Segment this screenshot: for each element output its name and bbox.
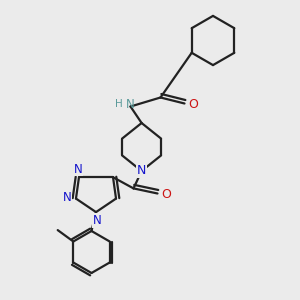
Text: O: O xyxy=(161,188,171,201)
Text: O: O xyxy=(188,98,198,112)
Text: H: H xyxy=(115,99,123,109)
Text: N: N xyxy=(126,98,135,111)
Text: N: N xyxy=(63,190,71,204)
Text: N: N xyxy=(93,214,102,227)
Text: N: N xyxy=(137,164,146,178)
Text: N: N xyxy=(74,163,83,176)
